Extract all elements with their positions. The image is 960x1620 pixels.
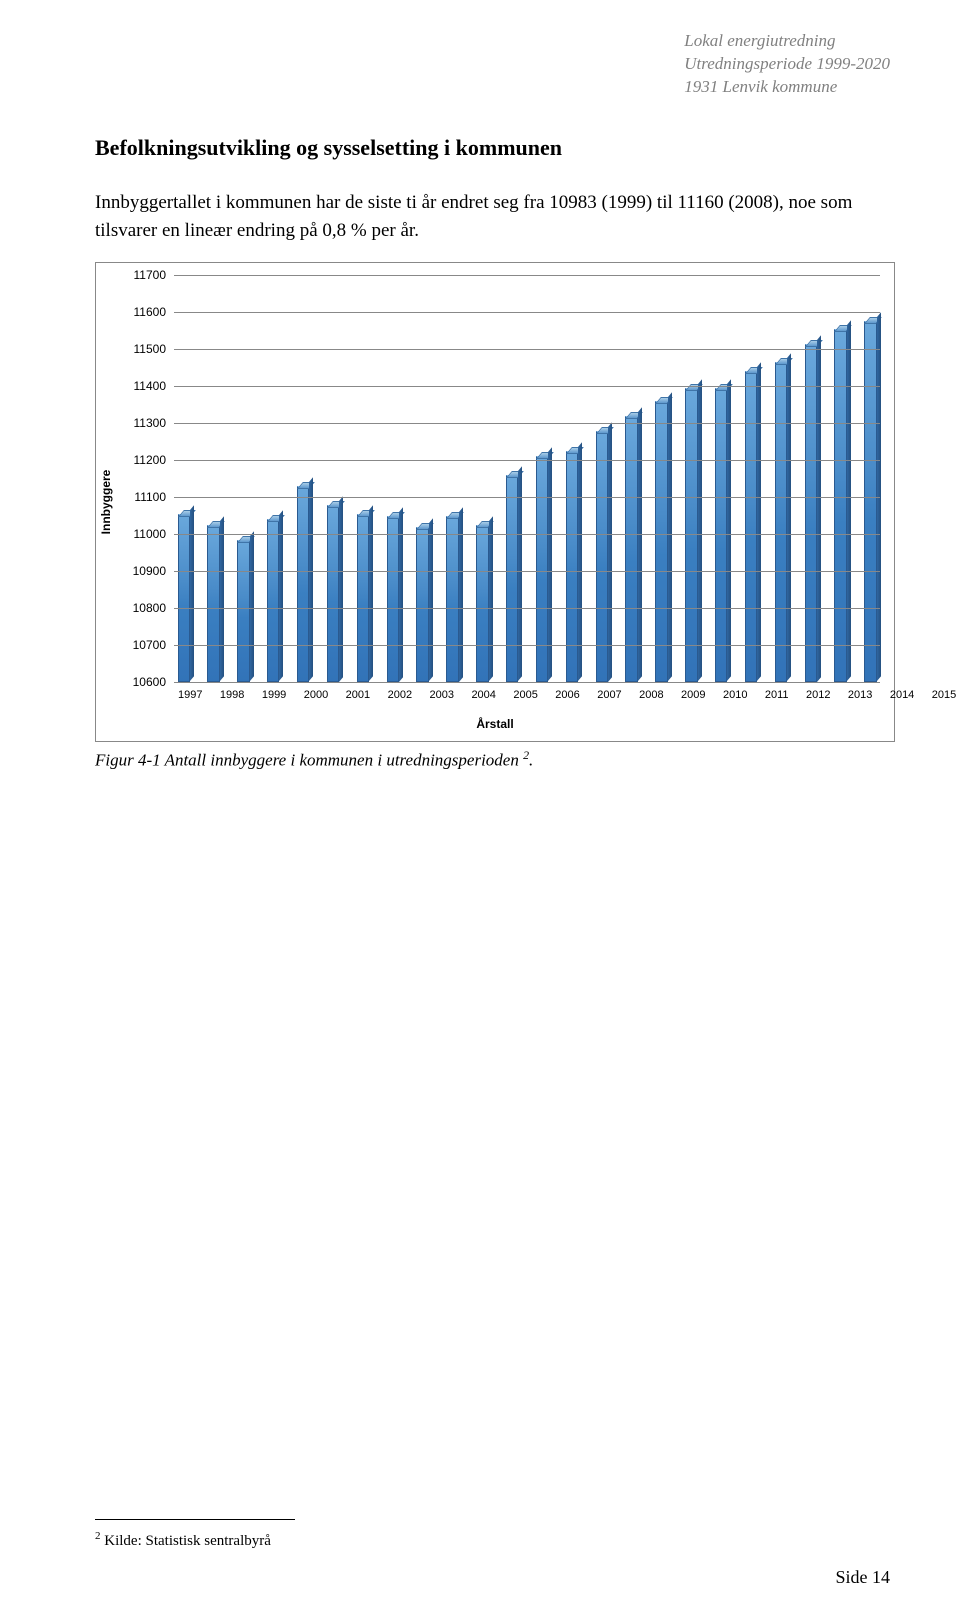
chart-ytick: 10800 (133, 601, 174, 615)
chart-ylabel: Innbyggere (99, 470, 113, 535)
chart-ytick: 11500 (134, 342, 174, 356)
chart-ytick: 11000 (134, 527, 174, 541)
footnote-separator (95, 1519, 295, 1520)
chart-gridline (174, 423, 880, 424)
chart-gridline (174, 497, 880, 498)
section-heading: Befolkningsutvikling og sysselsetting i … (95, 135, 895, 161)
chart-xlabel: Årstall (96, 717, 894, 731)
chart-plot-area: 1060010700108001090011000111001120011300… (174, 275, 880, 683)
chart-xtick: 2001 (346, 689, 370, 701)
footnote: 2 Kilde: Statistisk sentralbyrå (95, 1530, 271, 1550)
chart-xtick: 2014 (890, 689, 914, 701)
page-number: Side 14 (835, 1567, 890, 1588)
chart-xtick: 2009 (681, 689, 705, 701)
chart-xtick: 2010 (723, 689, 747, 701)
chart-gridline (174, 534, 880, 535)
chart-bar (775, 362, 787, 682)
intro-paragraph: Innbyggertallet i kommunen har de siste … (95, 189, 895, 244)
chart-ytick: 11200 (134, 453, 174, 467)
population-chart: Innbyggere 10600107001080010900110001110… (95, 262, 895, 742)
chart-gridline (174, 275, 880, 276)
chart-ytick: 11100 (134, 490, 174, 504)
chart-xtick: 2004 (471, 689, 495, 701)
chart-bar (536, 456, 548, 682)
chart-xtick: 2007 (597, 689, 621, 701)
chart-xtick: 2015 (932, 689, 956, 701)
chart-bar (834, 329, 846, 682)
chart-bar (625, 416, 637, 682)
chart-gridline (174, 460, 880, 461)
chart-gridline (174, 312, 880, 313)
chart-bar (207, 525, 219, 682)
chart-ytick: 11400 (134, 379, 174, 393)
chart-xtick: 2005 (513, 689, 537, 701)
chart-bar (237, 540, 249, 682)
chart-bar (476, 525, 488, 682)
chart-ytick: 10700 (133, 638, 174, 652)
chart-xtick: 2000 (304, 689, 328, 701)
chart-bar (446, 516, 458, 683)
chart-ytick: 11600 (134, 305, 174, 319)
chart-xtick: 1997 (178, 689, 202, 701)
chart-gridline (174, 608, 880, 609)
chart-bar (416, 527, 428, 682)
chart-bar (387, 516, 399, 683)
chart-bar (267, 519, 279, 682)
chart-ytick: 11300 (134, 416, 174, 430)
header-line2: Utredningsperiode 1999-2020 (684, 53, 890, 76)
chart-xtick: 2008 (639, 689, 663, 701)
header-line1: Lokal energiutredning (684, 30, 890, 53)
figure-caption: Figur 4-1 Antall innbyggere i kommunen i… (95, 748, 895, 771)
chart-xtick: 2006 (555, 689, 579, 701)
chart-bar (864, 321, 876, 682)
footnote-text: Kilde: Statistisk sentralbyrå (101, 1533, 271, 1549)
chart-xtick: 1999 (262, 689, 286, 701)
chart-xlabels: 1997 1998 1999 2000 2001 2002 2003 2004 2005 2006… (174, 689, 880, 701)
chart-bar (506, 475, 518, 682)
chart-xtick: 2002 (388, 689, 412, 701)
chart-gridline (174, 645, 880, 646)
chart-bar (357, 514, 369, 682)
chart-xtick: 2003 (430, 689, 454, 701)
chart-bar (655, 401, 667, 682)
chart-gridline (174, 349, 880, 350)
chart-bar (178, 514, 190, 682)
chart-gridline (174, 571, 880, 572)
chart-ytick: 11700 (134, 268, 174, 282)
chart-xtick: 2012 (806, 689, 830, 701)
chart-bar (805, 344, 817, 683)
caption-suffix: . (529, 751, 533, 770)
chart-gridline (174, 386, 880, 387)
caption-prefix: Figur 4-1 Antall innbyggere i kommunen i… (95, 751, 523, 770)
chart-xtick: 1998 (220, 689, 244, 701)
chart-bars (174, 275, 880, 682)
chart-bar (327, 505, 339, 683)
chart-xtick: 2013 (848, 689, 872, 701)
chart-xtick: 2011 (765, 689, 789, 701)
chart-ytick: 10900 (133, 564, 174, 578)
chart-bar (297, 486, 309, 682)
chart-bar (566, 451, 578, 682)
chart-ytick: 10600 (133, 675, 174, 689)
header-line3: 1931 Lenvik kommune (684, 76, 890, 99)
page-header: Lokal energiutredning Utredningsperiode … (684, 30, 890, 99)
chart-bar (745, 371, 757, 682)
